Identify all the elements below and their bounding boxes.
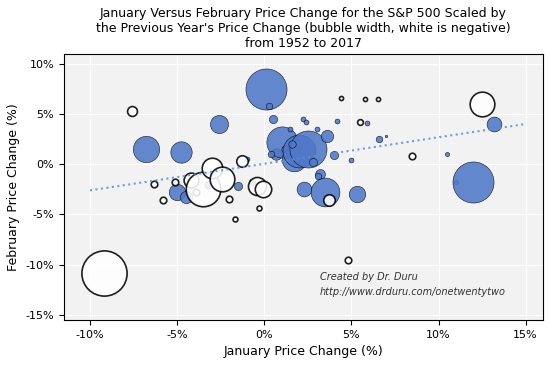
Point: [255, 205, 263, 211]
Y-axis label: February Price Change (%): February Price Change (%): [7, 103, 20, 271]
Point: [323, 133, 332, 139]
Point: [337, 95, 345, 101]
Point: [300, 187, 309, 192]
Point: [262, 86, 271, 92]
Point: [173, 189, 182, 195]
Point: [268, 116, 277, 122]
Point: [192, 189, 201, 195]
Point: [150, 181, 159, 187]
Point: [477, 101, 486, 107]
Point: [344, 257, 353, 262]
Point: [309, 160, 317, 165]
Point: [452, 180, 460, 185]
Point: [382, 133, 390, 139]
Point: [298, 116, 307, 122]
Point: [316, 172, 324, 177]
Point: [128, 108, 136, 114]
Point: [301, 119, 310, 125]
Point: [356, 119, 365, 125]
Point: [347, 157, 356, 163]
Point: [199, 187, 208, 192]
Point: [321, 189, 329, 195]
Title: January Versus February Price Change for the S&P 500 Scaled by
the Previous Year: January Versus February Price Change for…: [96, 7, 511, 50]
Point: [248, 180, 256, 185]
Point: [253, 183, 262, 189]
Point: [304, 146, 312, 152]
Point: [373, 96, 382, 102]
Point: [159, 197, 168, 203]
Point: [469, 180, 478, 185]
Point: [218, 176, 227, 182]
Point: [314, 173, 323, 179]
Point: [329, 152, 338, 158]
Point: [324, 197, 333, 203]
Point: [408, 153, 417, 159]
Point: [186, 177, 195, 183]
Text: Created by Dr. Duru: Created by Dr. Duru: [320, 272, 418, 282]
Point: [362, 120, 371, 126]
Point: [443, 151, 452, 157]
Point: [265, 103, 274, 109]
Text: http://www.drduru.com/onetwentytwo: http://www.drduru.com/onetwentytwo: [320, 287, 506, 297]
Point: [277, 139, 286, 145]
Point: [352, 191, 361, 197]
Point: [490, 121, 499, 127]
Point: [176, 149, 185, 155]
Point: [207, 165, 216, 171]
Point: [289, 156, 298, 162]
Point: [230, 216, 239, 222]
Point: [258, 187, 267, 192]
Point: [171, 180, 180, 185]
Point: [182, 195, 190, 200]
Point: [375, 136, 384, 142]
Point: [272, 151, 281, 157]
Point: [234, 183, 243, 189]
Point: [204, 182, 213, 188]
Point: [100, 270, 108, 276]
Point: [243, 156, 251, 162]
Point: [361, 96, 370, 102]
Point: [288, 141, 296, 147]
Point: [280, 146, 289, 152]
Point: [225, 196, 234, 202]
Point: [214, 121, 223, 127]
Point: [286, 126, 295, 132]
Point: [333, 118, 342, 124]
X-axis label: January Price Change (%): January Price Change (%): [224, 345, 383, 358]
Point: [267, 151, 276, 157]
Point: [141, 146, 150, 152]
Point: [295, 148, 304, 154]
Point: [237, 158, 246, 164]
Point: [312, 126, 321, 132]
